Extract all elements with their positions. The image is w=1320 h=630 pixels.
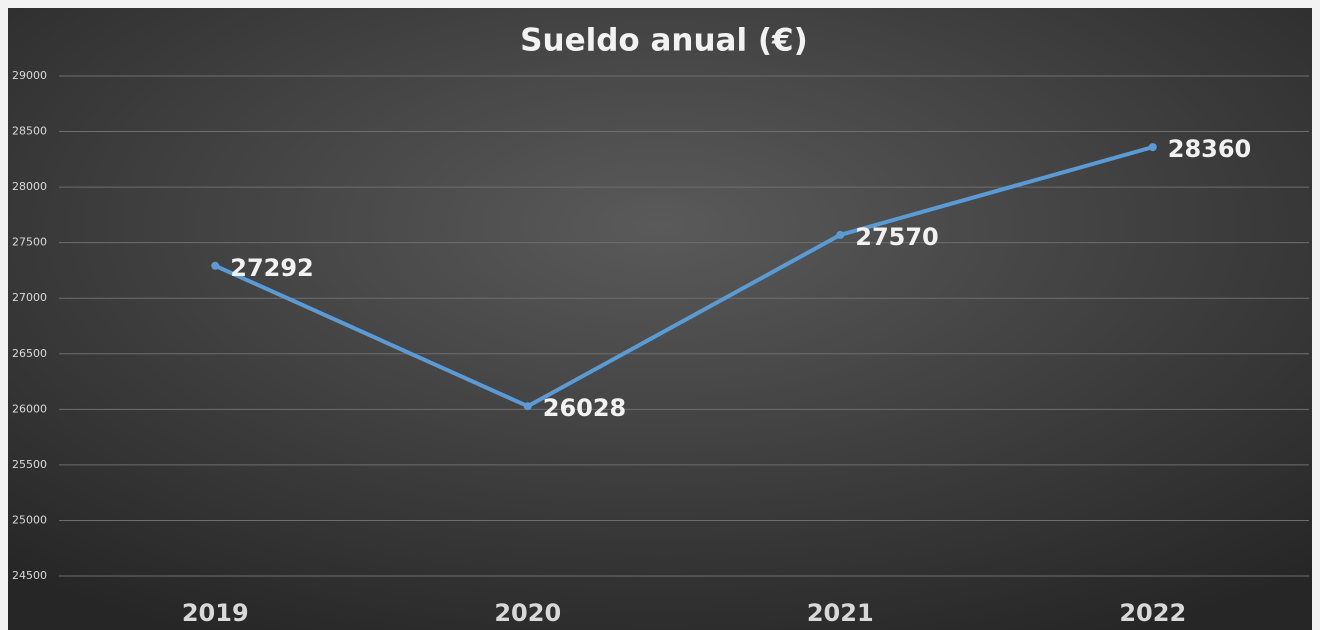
chart-title: Sueldo anual (€) (520, 23, 808, 59)
x-tick-label: 2019 (182, 599, 249, 627)
y-tick-label: 26500 (12, 347, 47, 360)
point (836, 230, 845, 239)
y-tick-label: 29000 (12, 69, 47, 82)
data-label: 27292 (230, 254, 314, 282)
x-tick-label: 2022 (1119, 599, 1186, 627)
y-tick-label: 24500 (12, 569, 47, 582)
point (523, 402, 532, 411)
chart-background (8, 8, 1312, 630)
y-tick-label: 25500 (12, 458, 47, 471)
x-tick-label: 2020 (494, 599, 561, 627)
x-tick-label: 2021 (807, 599, 874, 627)
y-tick-label: 28500 (12, 125, 47, 138)
point (211, 261, 220, 270)
data-label: 28360 (1168, 135, 1252, 163)
data-label: 27570 (855, 223, 939, 251)
y-tick-label: 26000 (12, 402, 47, 415)
y-tick-label: 28000 (12, 180, 47, 193)
data-label: 26028 (543, 394, 627, 422)
y-tick-label: 27000 (12, 291, 47, 304)
y-tick-label: 27500 (12, 236, 47, 249)
y-tick-label: 25000 (12, 513, 47, 526)
line (214, 145, 1154, 409)
point (1148, 143, 1157, 152)
